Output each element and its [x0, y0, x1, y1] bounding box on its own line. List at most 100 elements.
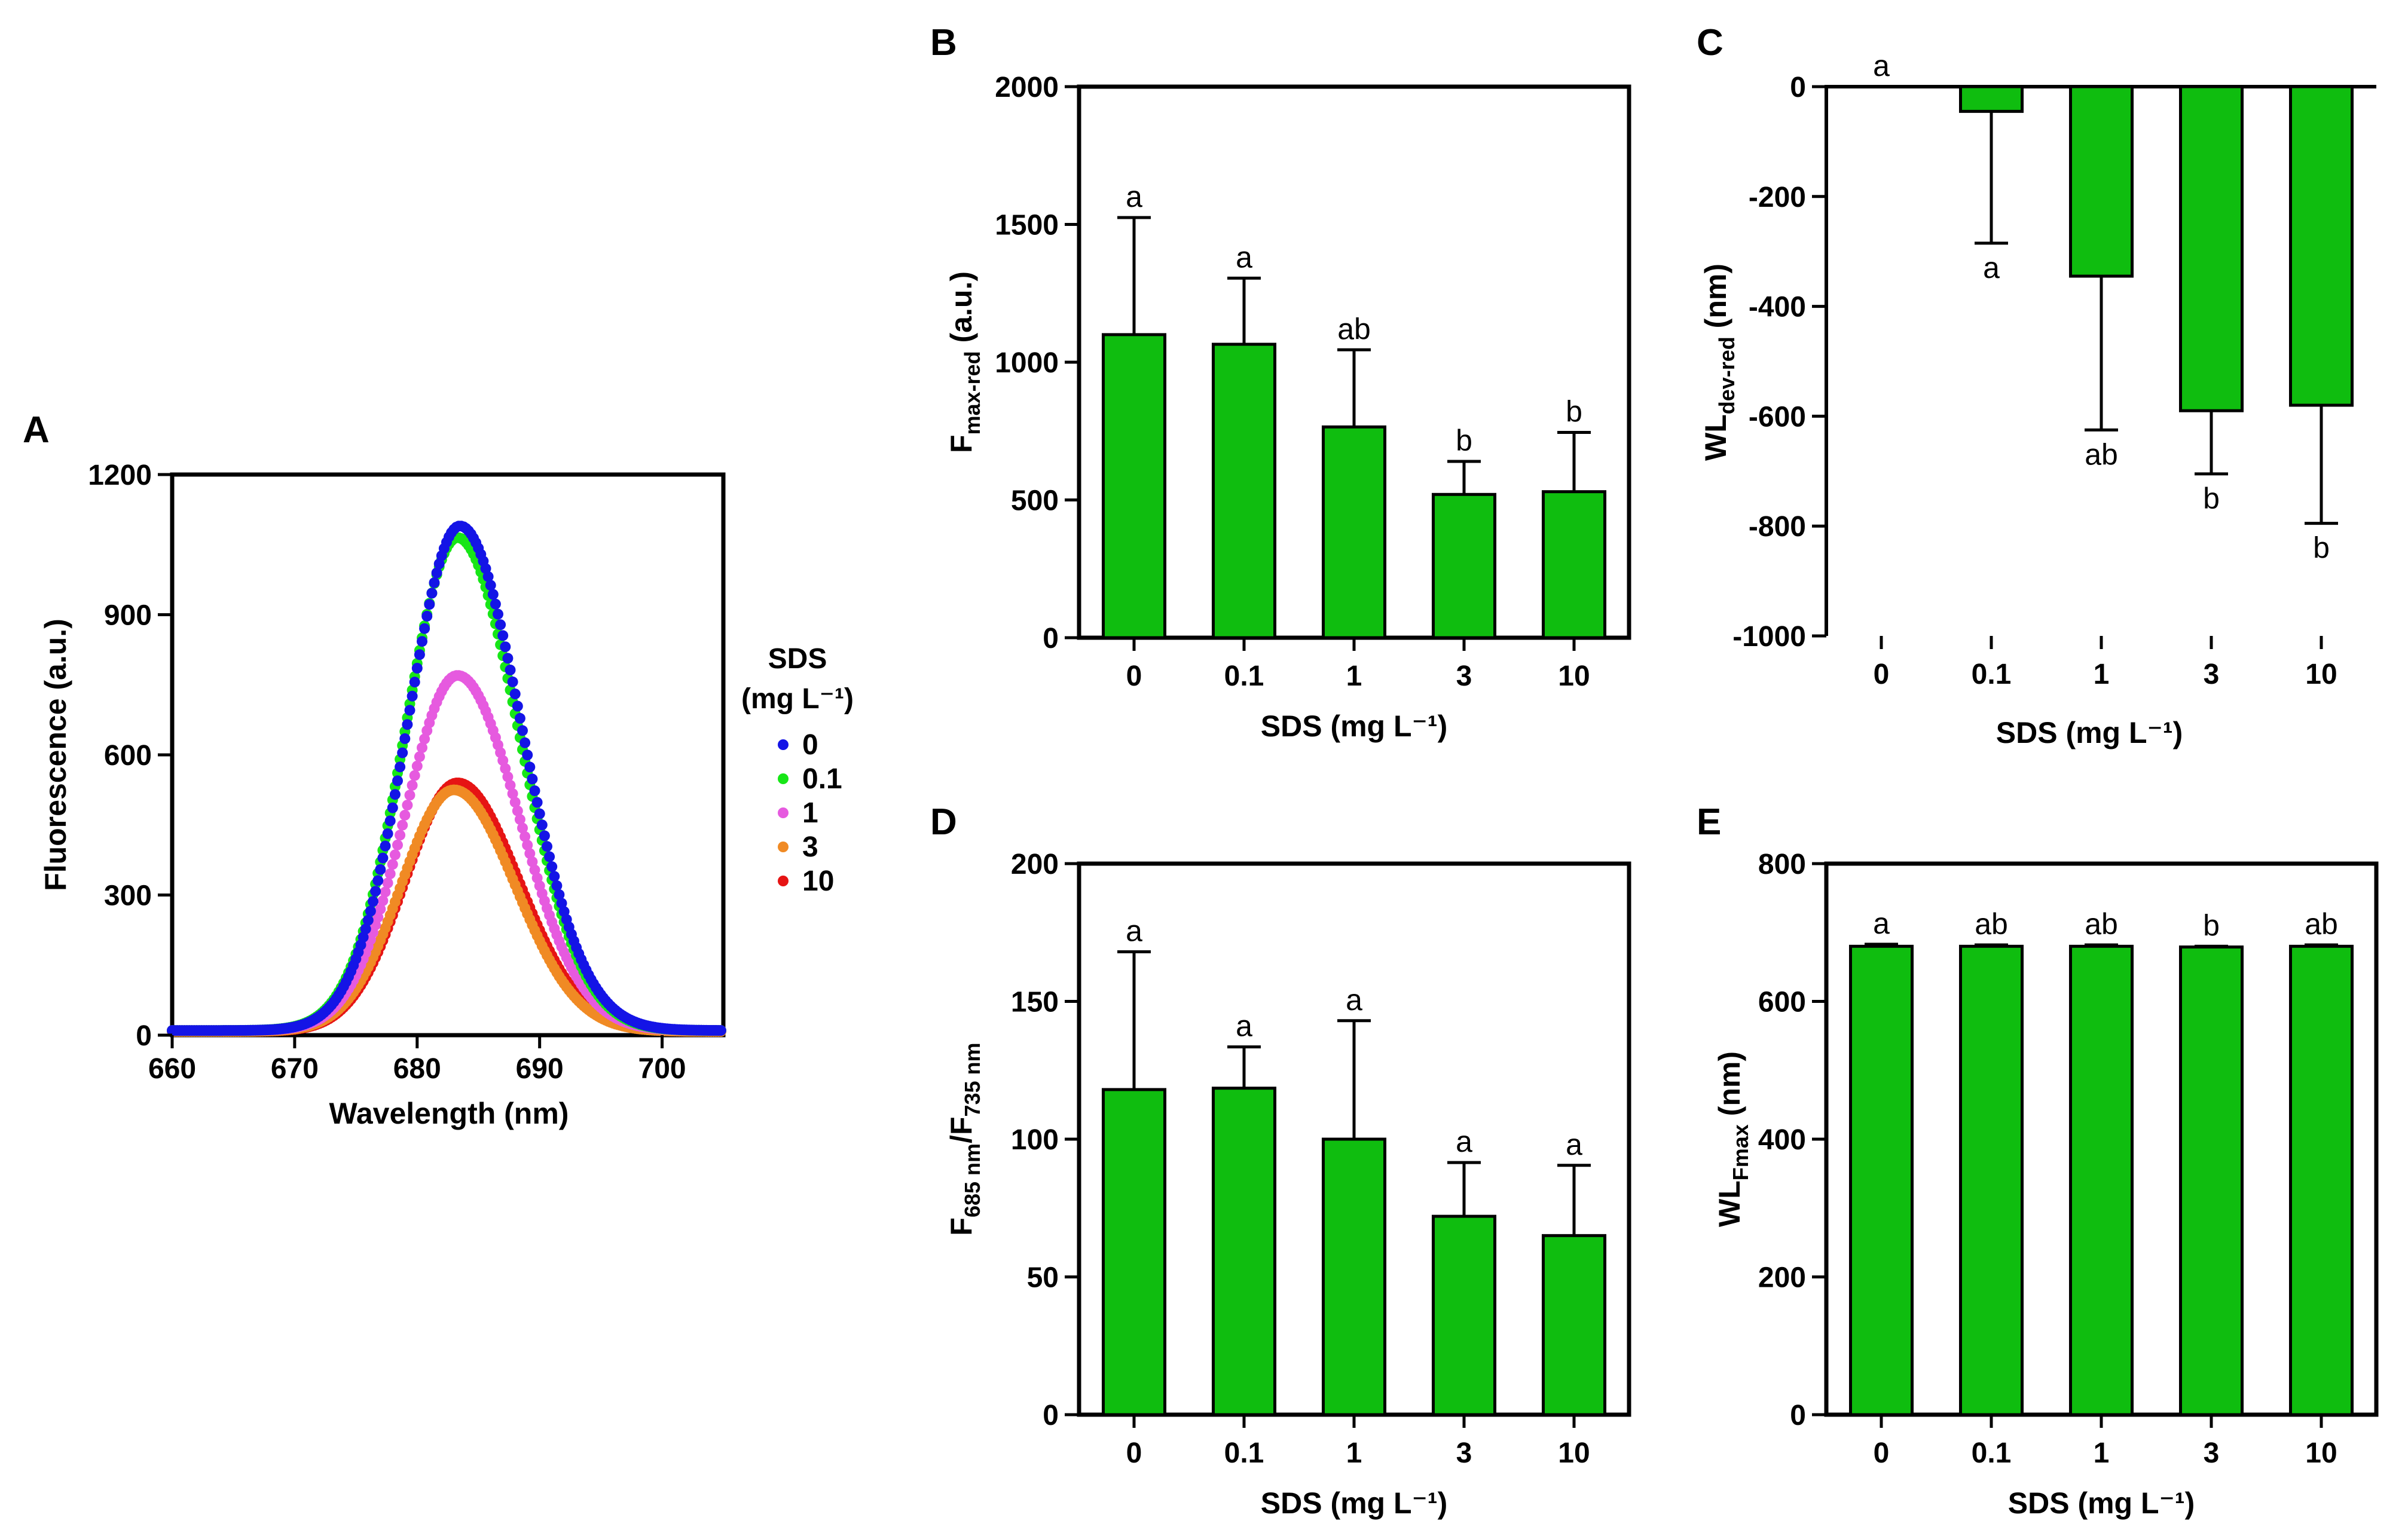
panel-d-ylabel-mid: /F: [945, 1117, 978, 1143]
a-point: [546, 861, 558, 873]
b-ytick-label-0: 0: [1043, 623, 1059, 654]
panel-b-label: B: [930, 22, 957, 63]
e-ytick-label-1: 200: [1758, 1262, 1806, 1294]
d-ytick-label-3: 150: [1011, 987, 1059, 1018]
a-point: [520, 831, 531, 842]
e-xtick-label-2: 1: [2094, 1437, 2110, 1469]
a-xtick-label-3: 690: [516, 1053, 564, 1085]
a-point: [487, 589, 499, 600]
panel-e-bar-chart: E 0 200 400 600 800 0 a 0.1 ab 1 ab 3 b 10 ab WLFmax (…: [1697, 801, 2379, 1520]
a-point: [502, 653, 514, 664]
a-point: [370, 886, 381, 897]
a-point: [382, 877, 393, 889]
a-point: [502, 771, 514, 782]
a-point: [404, 790, 415, 801]
e-xtick-label-4: 10: [2305, 1437, 2337, 1469]
a-point: [411, 760, 423, 772]
b-xtick-label-4: 10: [1558, 660, 1590, 692]
b-xtick-label-2: 1: [1346, 660, 1362, 692]
c-xtick-label-0: 0: [1874, 659, 1890, 690]
a-point: [389, 849, 401, 861]
a-point: [399, 809, 411, 821]
panel-b-bar-chart: B 0 500 1000 1500 2000 0 a 0.1 a 1 ab 3 b 10 b Fmax-re…: [930, 22, 1631, 743]
d-xtick-label-3: 3: [1456, 1437, 1472, 1469]
b-bar-4: [1541, 490, 1607, 640]
b-ytick-label-4: 2000: [995, 72, 1059, 103]
a-point: [407, 779, 418, 791]
e-xtick-label-0: 0: [1874, 1437, 1890, 1469]
a-point: [431, 567, 442, 579]
a-point: [514, 712, 525, 724]
b-xtick-label-3: 3: [1456, 660, 1472, 692]
a-point: [384, 815, 396, 827]
a-point: [539, 830, 550, 842]
d-sig-letter-3: a: [1456, 1125, 1472, 1158]
panel-c-ylabel-tail: (nm): [1699, 264, 1732, 336]
d-sig-letter-4: a: [1566, 1128, 1582, 1161]
a-point: [392, 839, 403, 850]
a-point: [414, 751, 425, 763]
a-point: [426, 588, 438, 599]
a-point: [380, 840, 391, 852]
a-point: [556, 898, 567, 909]
d-bar-4: [1541, 1234, 1607, 1416]
panel-a-label: A: [23, 409, 50, 451]
a-point: [407, 690, 418, 702]
c-ytick-label-1: -800: [1749, 511, 1806, 543]
a-point: [414, 649, 425, 660]
a-xtick-label-4: 700: [638, 1053, 686, 1085]
d-ytick-label-2: 100: [1011, 1124, 1059, 1156]
a-point: [517, 725, 528, 736]
a-point: [493, 608, 503, 620]
a-point: [542, 841, 552, 852]
panel-d-x-axis-label: SDS (mg L⁻¹): [1261, 1486, 1447, 1520]
c-bar-1: [1958, 85, 2024, 113]
c-ytick-label-5: 0: [1790, 72, 1806, 103]
c-xtick-label-1: 0.1: [1972, 659, 2012, 690]
a-series-3: [167, 784, 726, 1037]
a-point: [433, 558, 445, 570]
legend-label-0: 0: [802, 729, 818, 761]
panel-d-ylabel-a-sub: 685 nm: [960, 1143, 985, 1217]
d-xtick-label-4: 10: [1558, 1437, 1590, 1469]
a-point: [372, 911, 384, 923]
panel-d-y-axis-label: F685 nm/F735 nm: [945, 1042, 985, 1235]
e-bar-1: [1958, 944, 2024, 1416]
e-bar-3: [2178, 945, 2244, 1416]
b-sig-letter-3: b: [1456, 424, 1472, 457]
a-xtick-label-1: 670: [271, 1053, 319, 1085]
a-point: [372, 875, 384, 886]
c-xtick-label-2: 1: [2094, 659, 2110, 690]
e-bar-2: [2068, 944, 2134, 1416]
panel-a-x-axis-label: Wavelength (nm): [329, 1097, 569, 1130]
c-bar-3: [2178, 85, 2244, 412]
legend-label-10: 10: [802, 865, 834, 897]
b-sig-letter-4: b: [1566, 395, 1582, 429]
panel-b-ylabel-tail: (a.u.): [945, 271, 978, 351]
e-xtick-label-3: 3: [2204, 1437, 2220, 1469]
a-series-0: [167, 521, 726, 1036]
a-point: [377, 895, 389, 906]
a-point: [417, 742, 427, 753]
panel-c-y-axis-label: WLdev-red (nm): [1699, 264, 1739, 461]
a-point: [399, 733, 411, 744]
panel-e-ylabel-main: WL: [1713, 1180, 1746, 1227]
a-point: [409, 677, 420, 688]
c-ytick-label-2: -600: [1749, 401, 1806, 433]
panel-e-ylabel-tail: (nm): [1713, 1051, 1746, 1124]
c-bar-2: [2068, 85, 2134, 278]
b-ytick-label-3: 1500: [995, 210, 1059, 241]
a-point: [365, 905, 376, 917]
a-point: [534, 808, 545, 819]
d-ytick-label-4: 200: [1011, 849, 1059, 880]
panel-e-x-axis-label: SDS (mg L⁻¹): [2008, 1486, 2195, 1520]
a-point: [507, 676, 518, 687]
a-point: [514, 814, 525, 825]
a-point: [375, 864, 386, 875]
legend-marker-10: [778, 876, 789, 886]
a-point: [500, 641, 511, 653]
e-bar-4: [2288, 944, 2354, 1416]
e-ytick-label-3: 600: [1758, 987, 1806, 1018]
legend-marker-3: [778, 842, 789, 852]
